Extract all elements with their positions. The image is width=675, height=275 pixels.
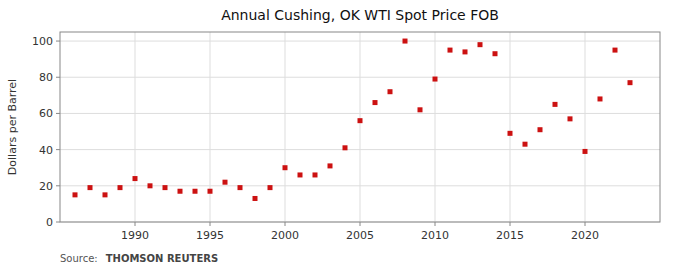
plot-area bbox=[60, 32, 660, 222]
y-tick-label: 0 bbox=[46, 216, 53, 229]
point bbox=[178, 189, 183, 194]
x-tick-label: 2005 bbox=[346, 229, 374, 242]
x-tick-label: 2000 bbox=[271, 229, 299, 242]
y-tick-label: 100 bbox=[32, 35, 53, 48]
y-tick bbox=[56, 41, 60, 42]
point bbox=[418, 107, 423, 112]
point bbox=[328, 163, 333, 168]
point bbox=[163, 185, 168, 190]
point bbox=[238, 185, 243, 190]
point bbox=[553, 102, 558, 107]
point bbox=[448, 48, 453, 53]
x-tick-label: 2010 bbox=[421, 229, 449, 242]
point bbox=[463, 49, 468, 54]
point bbox=[148, 183, 153, 188]
point bbox=[253, 196, 258, 201]
point bbox=[478, 42, 483, 47]
x-grid-line bbox=[435, 32, 436, 222]
y-tick-label: 20 bbox=[39, 180, 53, 193]
y-tick bbox=[56, 113, 60, 114]
x-grid-line bbox=[135, 32, 136, 222]
x-tick bbox=[210, 222, 211, 226]
point bbox=[433, 77, 438, 82]
point bbox=[313, 172, 318, 177]
y-tick bbox=[56, 77, 60, 78]
x-tick bbox=[360, 222, 361, 226]
x-tick bbox=[285, 222, 286, 226]
x-tick-label: 2020 bbox=[571, 229, 599, 242]
y-tick bbox=[56, 185, 60, 186]
source-label: Source: bbox=[60, 253, 98, 264]
point bbox=[493, 51, 498, 56]
point bbox=[613, 48, 618, 53]
point bbox=[103, 192, 108, 197]
source-name: THOMSON REUTERS bbox=[106, 253, 218, 264]
point bbox=[208, 189, 213, 194]
point bbox=[568, 116, 573, 121]
chart: 0 20 40 60 80 100 1990 1995 2000 2005 2010 2015 2020… bbox=[0, 0, 675, 275]
x-grid-line bbox=[285, 32, 286, 222]
point bbox=[373, 100, 378, 105]
title: Annual Cushing, OK WTI Spot Price FOB bbox=[221, 7, 499, 23]
x-tick bbox=[135, 222, 136, 226]
point bbox=[388, 89, 393, 94]
points bbox=[73, 39, 633, 201]
point bbox=[73, 192, 78, 197]
point bbox=[583, 149, 588, 154]
x-tick-label: 1995 bbox=[196, 229, 224, 242]
y-tick-label: 40 bbox=[39, 144, 53, 157]
x-grid-line bbox=[585, 32, 586, 222]
point bbox=[118, 185, 123, 190]
point bbox=[523, 142, 528, 147]
x-tick-label: 1990 bbox=[121, 229, 149, 242]
point bbox=[598, 96, 603, 101]
point bbox=[88, 185, 93, 190]
point bbox=[358, 118, 363, 123]
point bbox=[193, 189, 198, 194]
point bbox=[283, 165, 288, 170]
x-tick bbox=[510, 222, 511, 226]
point bbox=[508, 131, 513, 136]
x-tick-label: 2015 bbox=[496, 229, 524, 242]
y-axis-label: Dollars per Barrel bbox=[6, 79, 19, 175]
point bbox=[133, 176, 138, 181]
x-grid-line bbox=[510, 32, 511, 222]
point bbox=[343, 145, 348, 150]
point bbox=[628, 80, 633, 85]
x-tick bbox=[435, 222, 436, 226]
y-tick bbox=[56, 149, 60, 150]
x-grid-line bbox=[360, 32, 361, 222]
y-tick-label: 60 bbox=[39, 107, 53, 120]
point bbox=[403, 39, 408, 44]
y-tick-label: 80 bbox=[39, 71, 53, 84]
point bbox=[223, 180, 228, 185]
point bbox=[298, 172, 303, 177]
point bbox=[538, 127, 543, 132]
x-tick bbox=[585, 222, 586, 226]
plot-frame bbox=[60, 32, 660, 222]
y-tick bbox=[56, 222, 60, 223]
point bbox=[268, 185, 273, 190]
